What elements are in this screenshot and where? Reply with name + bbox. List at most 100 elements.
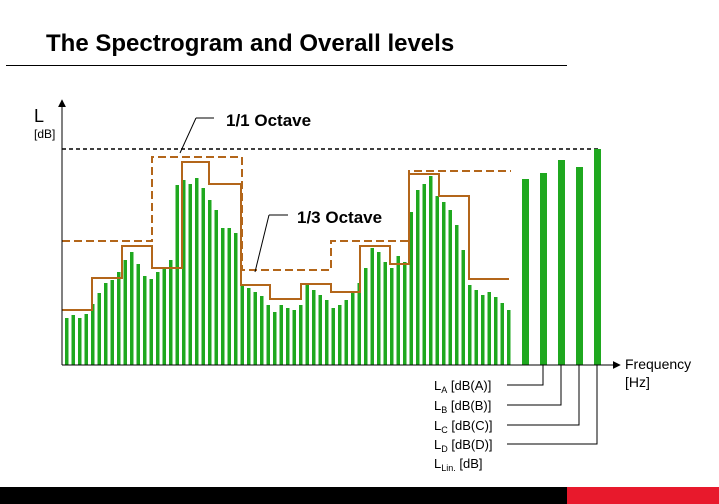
- spectrum-bar: [188, 184, 192, 365]
- x-axis-unit: [Hz]: [625, 374, 650, 390]
- spectrum-bar: [266, 305, 270, 365]
- spectrum-bar: [318, 295, 322, 365]
- spectrum-bar: [104, 283, 108, 365]
- spectrum-bar: [500, 303, 504, 365]
- spectrum-bar: [91, 304, 95, 365]
- footer-accent-bar: [567, 487, 719, 504]
- spectrum-bar: [461, 250, 465, 365]
- spectrum-bar: [442, 202, 446, 365]
- overall-bar-a: [522, 179, 529, 365]
- spectrum-bar: [279, 305, 283, 365]
- spectrum-bar: [338, 305, 342, 365]
- title-underline: [6, 65, 567, 66]
- spectrogram-diagram: L [dB] Frequency [Hz] 1/1 Octave 1/3 Oct…: [34, 99, 691, 473]
- spectrum-bar: [312, 290, 316, 365]
- spectrum-bar: [396, 256, 400, 365]
- spectrum-bar: [162, 268, 166, 365]
- spectrum-bar: [487, 292, 491, 365]
- spectrum-bar: [364, 268, 368, 365]
- spectrum-bar: [182, 180, 186, 365]
- connector-d: [507, 365, 598, 445]
- spectrum-bar: [481, 295, 485, 365]
- spectrum-bar: [84, 314, 88, 365]
- spectrum-bar: [286, 308, 290, 365]
- third-octave-callout-pointer: [254, 214, 270, 273]
- third-octave-envelope: [62, 161, 509, 311]
- connector-b: [507, 365, 562, 406]
- spectrum-bar: [377, 252, 381, 365]
- spectrum-bar: [227, 228, 231, 365]
- spectrum-bar: [156, 272, 160, 365]
- spectrum-bar: [78, 318, 82, 365]
- spectrum-bar: [305, 285, 309, 365]
- spectrum-bar: [370, 248, 374, 365]
- spectrum-bar: [214, 210, 218, 365]
- spectrum-bar: [273, 312, 277, 365]
- octave-envelope: [62, 156, 511, 271]
- spectrum-bar: [260, 296, 264, 365]
- spectrum-bar: [435, 196, 439, 365]
- overall-label-b: LB [dB(B)]: [434, 398, 491, 415]
- spectrum-bar: [383, 262, 387, 365]
- spectrum-bar: [448, 210, 452, 365]
- spectrum-bar: [325, 300, 329, 365]
- spectrum-bar: [331, 308, 335, 365]
- spectrum-bar: [149, 279, 153, 365]
- spectrum-bar: [97, 293, 101, 365]
- spectrum-bar: [71, 315, 75, 365]
- spectrum-bar: [130, 252, 134, 365]
- overall-label-d: LD [dB(D)]: [434, 437, 493, 454]
- overall-level-bars: [522, 149, 601, 365]
- octave-label: 1/1 Octave: [226, 111, 311, 130]
- connector-a: [507, 365, 544, 386]
- spectrum-bar: [208, 200, 212, 365]
- overall-level-connectors: [507, 365, 598, 445]
- spectrum-bar: [455, 225, 459, 365]
- spectrum-bar: [195, 178, 199, 365]
- spectrum-bars: [65, 176, 511, 365]
- spectrum-bar: [136, 264, 140, 365]
- spectrum-bar: [175, 185, 179, 365]
- spectrum-bar: [169, 260, 173, 365]
- slide-title: The Spectrogram and Overall levels: [46, 30, 455, 57]
- overall-bar-d: [576, 167, 583, 365]
- spectrum-bar: [474, 290, 478, 365]
- spectrum-bar: [416, 190, 420, 365]
- footer-bar: [0, 487, 567, 504]
- spectrum-bar: [403, 262, 407, 365]
- spectrum-bar: [292, 310, 296, 365]
- overall-label-lin: LLin. [dB]: [434, 456, 483, 473]
- spectrum-bar: [123, 260, 127, 365]
- overall-bar-lin: [594, 149, 601, 365]
- spectrum-bar: [253, 292, 257, 365]
- spectrum-bar: [422, 184, 426, 365]
- spectrum-bar: [494, 297, 498, 365]
- spectrum-bar: [110, 280, 114, 365]
- spectrum-bar: [117, 272, 121, 365]
- spectrum-bar: [201, 188, 205, 365]
- x-axis-label: Frequency: [625, 356, 691, 372]
- octave-callout-pointer: [179, 117, 197, 154]
- spectrum-bar: [409, 212, 413, 365]
- overall-label-c: LC [dB(C)]: [434, 418, 493, 435]
- overall-label-a: LA [dB(A)]: [434, 378, 491, 395]
- overall-bar-c: [558, 160, 565, 365]
- spectrum-bar: [240, 285, 244, 365]
- y-axis-unit: [dB]: [34, 127, 55, 141]
- y-axis-label: L: [34, 106, 44, 126]
- spectrum-bar: [351, 292, 355, 365]
- spectrum-bar: [390, 268, 394, 365]
- spectrum-bar: [429, 176, 433, 365]
- spectrum-bar: [357, 283, 361, 365]
- overall-bar-b: [540, 173, 547, 365]
- spectrum-bar: [65, 318, 69, 365]
- spectrum-bar: [221, 228, 225, 365]
- spectrum-bar: [234, 233, 238, 365]
- overall-level-labels: LA [dB(A)] LB [dB(B)] LC [dB(C)] LD [dB(…: [434, 378, 493, 473]
- spectrum-bar: [247, 288, 251, 365]
- third-octave-label: 1/3 Octave: [297, 208, 382, 227]
- spectrum-bar: [143, 276, 147, 365]
- spectrum-bar: [468, 285, 472, 365]
- spectrum-bar: [299, 305, 303, 365]
- connector-c: [507, 365, 580, 426]
